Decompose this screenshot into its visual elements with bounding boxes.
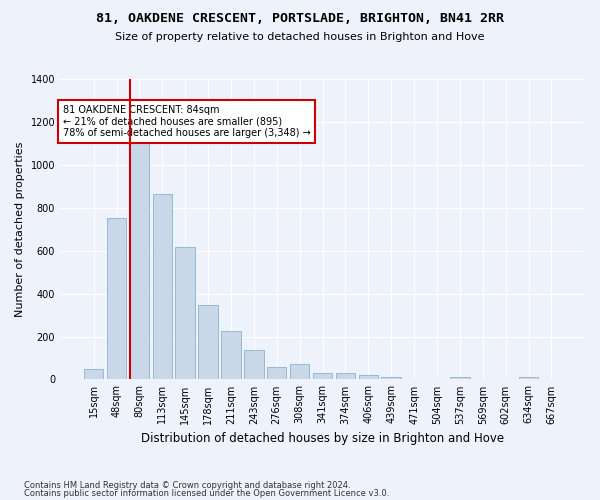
Bar	[450, 377, 470, 380]
Y-axis label: Number of detached properties: Number of detached properties	[15, 142, 25, 317]
Bar	[107, 218, 126, 380]
Bar	[313, 373, 332, 380]
Text: Contains public sector information licensed under the Open Government Licence v3: Contains public sector information licen…	[24, 489, 389, 498]
Bar	[290, 364, 310, 380]
Bar	[175, 248, 195, 380]
X-axis label: Distribution of detached houses by size in Brighton and Hove: Distribution of detached houses by size …	[141, 432, 504, 445]
Bar	[267, 366, 286, 380]
Text: 81, OAKDENE CRESCENT, PORTSLADE, BRIGHTON, BN41 2RR: 81, OAKDENE CRESCENT, PORTSLADE, BRIGHTO…	[96, 12, 504, 26]
Bar	[335, 373, 355, 380]
Bar	[244, 350, 263, 380]
Bar	[130, 144, 149, 380]
Text: Size of property relative to detached houses in Brighton and Hove: Size of property relative to detached ho…	[115, 32, 485, 42]
Bar	[199, 306, 218, 380]
Bar	[152, 194, 172, 380]
Bar	[221, 331, 241, 380]
Text: 81 OAKDENE CRESCENT: 84sqm
← 21% of detached houses are smaller (895)
78% of sem: 81 OAKDENE CRESCENT: 84sqm ← 21% of deta…	[62, 104, 310, 138]
Text: Contains HM Land Registry data © Crown copyright and database right 2024.: Contains HM Land Registry data © Crown c…	[24, 480, 350, 490]
Bar	[84, 368, 103, 380]
Bar	[382, 376, 401, 380]
Bar	[359, 374, 378, 380]
Bar	[519, 377, 538, 380]
